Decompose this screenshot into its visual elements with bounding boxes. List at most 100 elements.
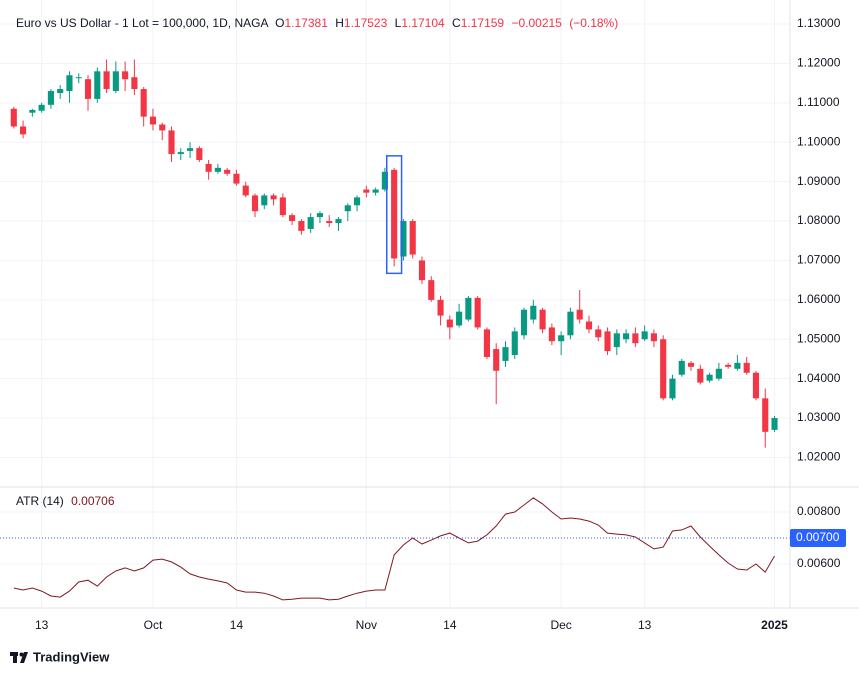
candle-body — [131, 77, 138, 90]
x-tick-label: Nov — [356, 618, 377, 632]
candle-body — [140, 89, 147, 117]
candle-body — [205, 163, 212, 172]
candle-body — [539, 309, 546, 330]
x-tick-label: Dec — [550, 618, 571, 632]
value-marker-tag — [790, 529, 846, 548]
candle-body — [409, 221, 416, 255]
candle-body — [641, 331, 648, 340]
candle-body — [261, 195, 268, 206]
y-tick-label: 1.04000 — [797, 371, 841, 385]
candle-body — [613, 333, 620, 348]
ohlc-name: L — [395, 16, 402, 30]
indicator-value: 0.00706 — [71, 494, 115, 508]
candle-body — [353, 197, 361, 206]
candle-body — [752, 372, 760, 399]
candle-body — [381, 171, 388, 190]
candle-body — [242, 185, 249, 196]
candle-body — [75, 77, 82, 79]
highlight-box — [385, 155, 403, 275]
candle-body — [465, 297, 472, 320]
candle-body — [771, 418, 778, 430]
candle-body — [344, 205, 351, 212]
ohlc-name: H — [335, 16, 344, 30]
candle-body — [687, 362, 695, 367]
candle-body — [604, 331, 611, 352]
y-tick-label: 1.07000 — [797, 253, 841, 267]
candle-body — [159, 124, 166, 131]
candle-body — [363, 189, 370, 193]
candle-body — [168, 130, 175, 155]
value-marker-label: 0.00700 — [796, 530, 840, 544]
candle-body — [567, 311, 574, 336]
ohlc-value: 1.17159 — [461, 16, 505, 30]
candle-body — [734, 362, 741, 369]
brand: TradingView — [33, 649, 110, 664]
candle-body — [520, 309, 528, 336]
candle-body — [196, 148, 203, 160]
candle-body — [483, 329, 490, 357]
candle-body — [428, 280, 435, 300]
indicator-line — [13, 497, 775, 601]
candle-body — [66, 75, 73, 92]
candle-body — [187, 148, 194, 151]
candle-body — [372, 189, 379, 193]
candle-body — [103, 71, 110, 90]
ohlc-name: O — [275, 16, 284, 30]
candle-body — [214, 167, 221, 172]
candle-body — [511, 331, 518, 356]
x-tick-label: 14 — [443, 618, 457, 632]
candle-body — [623, 333, 630, 340]
candle-body — [233, 173, 240, 184]
text-layer: 13 Oct 14 Nov 14 Dec 13 2025 1.13000 1.12000 1.110… — [35, 16, 846, 632]
candle-body — [279, 197, 286, 216]
ohlc-name: C — [452, 16, 461, 30]
candle-body — [400, 221, 407, 257]
logo-part — [19, 652, 24, 657]
candle-body — [224, 169, 231, 174]
y-tick-label: 1.13000 — [797, 16, 841, 30]
y-tick-label: 0.00800 — [797, 504, 841, 518]
candle-body — [289, 215, 296, 222]
y-tick-label: 1.06000 — [797, 292, 841, 306]
candle-body — [57, 89, 64, 93]
y-tick-label: 1.08000 — [797, 213, 841, 227]
candle-body — [335, 219, 342, 224]
marks-layer — [0, 59, 790, 601]
x-tick-label: 14 — [230, 618, 244, 632]
candle-body — [762, 398, 769, 432]
candle-body — [316, 213, 324, 218]
change-percent: (−0.18%) — [569, 16, 618, 30]
candle-body — [10, 108, 17, 127]
candle-body — [20, 126, 27, 135]
x-tick-label: 13 — [35, 618, 49, 632]
candle-body — [47, 91, 54, 105]
candle-body — [307, 217, 314, 229]
candle-body — [558, 335, 565, 342]
candle-body — [474, 297, 481, 328]
x-tick-label: Oct — [144, 618, 163, 632]
y-tick-label: 1.03000 — [797, 410, 841, 424]
y-tick-label: 1.11000 — [797, 95, 840, 109]
candle-body — [660, 339, 667, 399]
candle-body — [697, 368, 704, 383]
brand-logo — [10, 652, 28, 663]
candle-body — [493, 349, 500, 371]
candle-body — [576, 309, 583, 320]
candle-body — [548, 327, 555, 342]
candle-body — [706, 374, 713, 381]
indicator-legend: ATR (14) 0.00706 — [16, 494, 115, 508]
candle-body — [678, 360, 685, 375]
candle-body — [84, 79, 92, 99]
indicator-name: ATR (14) — [16, 494, 64, 508]
candle-body — [650, 333, 657, 342]
candle-body — [177, 152, 184, 155]
candle-body — [669, 378, 676, 399]
candle-body — [530, 305, 537, 320]
candle-body — [112, 71, 119, 92]
candle-body — [38, 104, 45, 111]
y-tick-label: 1.10000 — [797, 134, 841, 148]
candle-body — [326, 221, 333, 224]
candle-body — [585, 321, 593, 330]
